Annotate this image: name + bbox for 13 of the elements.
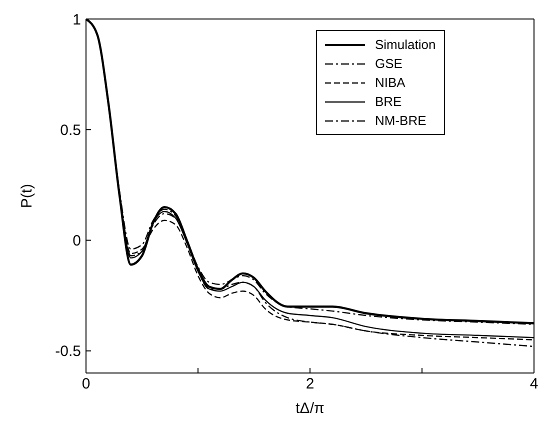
x-axis-title: tΔ/π: [296, 400, 324, 417]
legend-label: BRE: [375, 94, 402, 109]
y-tick-label: -0.5: [55, 343, 81, 360]
legend-label: GSE: [375, 56, 402, 71]
y-tick-label: 1: [72, 11, 81, 28]
y-tick-label: 0.5: [60, 122, 81, 139]
x-tick-label: 2: [306, 376, 314, 393]
x-tick-label: 4: [530, 376, 538, 393]
y-axis-title: P(t): [18, 184, 36, 208]
legend-label: Simulation: [375, 37, 436, 52]
y-tick-label: 0: [72, 232, 81, 250]
legend-label: NIBA: [375, 75, 406, 90]
legend-label: NM-BRE: [375, 113, 426, 128]
